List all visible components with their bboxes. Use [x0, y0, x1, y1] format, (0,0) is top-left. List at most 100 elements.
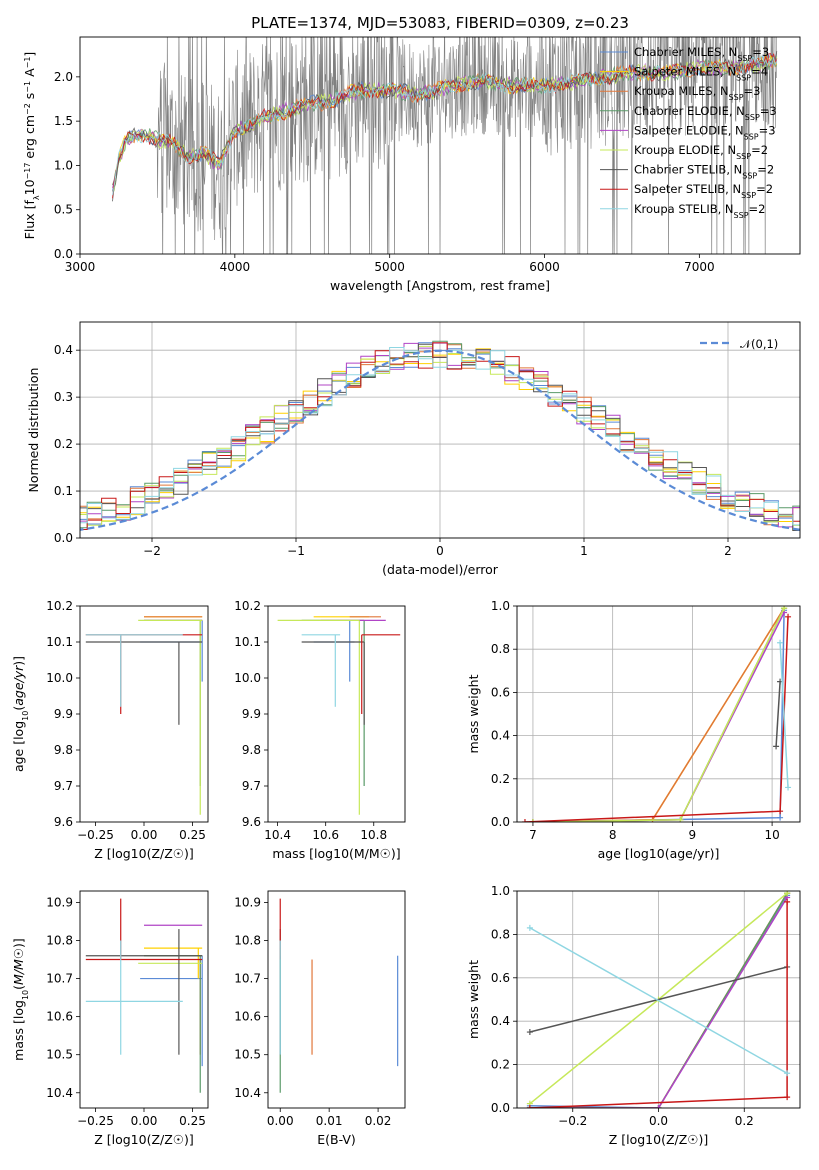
x-tick-label: 0.2 [735, 1114, 754, 1128]
y-tick-label: 9.6 [242, 815, 261, 829]
y-tick-label: 0.2 [491, 1058, 510, 1072]
massweight-vs-age-frame [516, 605, 801, 823]
y-tick-label: 10.4 [46, 1086, 73, 1100]
y-tick-label: 10.6 [234, 1010, 261, 1024]
y-tick-label: 9.7 [242, 779, 261, 793]
mass-weight-line [775, 681, 781, 747]
y-tick-label: 0.4 [491, 1014, 510, 1028]
y-tick-label: 0.4 [491, 729, 510, 743]
age-vs-mass-frame [267, 605, 406, 823]
y-tick-label: 1.5 [54, 114, 73, 128]
x-tick-label: −0.25 [77, 828, 114, 842]
y-tick-label: 0.0 [491, 815, 510, 829]
y-tick-label: 0.5 [54, 203, 73, 217]
massweight-vs-age-plot-area [517, 606, 800, 822]
y-tick-label: 0.3 [54, 390, 73, 404]
x-tick-label: −0.25 [77, 1114, 114, 1128]
mass-weight-point [785, 784, 792, 791]
y-tick-label: 9.9 [54, 707, 73, 721]
y-axis-label: mass [log10(M/M☉)] [11, 938, 30, 1061]
mass-vs-Z-plot-area [85, 898, 203, 1093]
x-tick-label: 0 [436, 544, 444, 558]
y-tick-label: 0.2 [54, 437, 73, 451]
mass-weight-line [532, 612, 785, 822]
x-tick-label: 0.25 [179, 1114, 206, 1128]
spectrum-plot-area [112, 37, 778, 254]
y-tick-label: 9.6 [54, 815, 73, 829]
legend-entry: Chabrier ELODIE, NSSP=3 [634, 104, 777, 122]
residual-histogram [80, 345, 800, 526]
x-tick-label: 10.6 [312, 828, 339, 842]
model-spectrum [112, 55, 778, 196]
mass-weight-point [784, 898, 791, 905]
mass-weight-line [532, 607, 785, 822]
mass-weight-line [779, 642, 789, 788]
age-vs-Z-frame [79, 605, 209, 823]
y-tick-label: 0.6 [491, 971, 510, 985]
mass-weight-line [524, 616, 789, 822]
x-tick-label: 3000 [65, 260, 96, 274]
residuals-frame [79, 321, 801, 539]
y-tick-label: 10.9 [46, 895, 73, 909]
mass-weight-line [529, 966, 788, 1033]
legend-entry: Salpeter ELODIE, NSSP=3 [634, 123, 776, 141]
mass-weight-point [784, 1094, 791, 1101]
y-tick-label: 0.2 [491, 772, 510, 786]
x-axis-label: Z [log10(Z/Z☉)] [94, 846, 194, 861]
legend-entry: Kroupa ELODIE, NSSP=2 [634, 143, 768, 161]
y-tick-label: 9.9 [242, 707, 261, 721]
x-axis-label: age [log10(age/yr)] [598, 846, 720, 861]
x-axis-label: (data-model)/error [382, 562, 499, 577]
legend-entry: Salpeter STELIB, NSSP=2 [634, 182, 773, 200]
x-tick-label: 2 [724, 544, 732, 558]
y-tick-label: 10.2 [46, 599, 73, 613]
mass-vs-Z-frame [79, 890, 209, 1109]
x-tick-label: 10.4 [264, 828, 291, 842]
y-tick-label: 1.0 [491, 599, 510, 613]
mass-weight-point [521, 819, 528, 822]
residual-histogram [80, 347, 800, 526]
mass-weight-line [529, 897, 788, 1108]
normal-curve [80, 349, 800, 531]
mass-weight-line [532, 607, 785, 822]
x-tick-label: 0.0 [649, 1114, 668, 1128]
legend-entry: Chabrier MILES, NSSP=3 [634, 45, 769, 63]
residual-histogram [80, 343, 800, 531]
residuals-plot-area [80, 322, 800, 538]
x-tick-label: −0.2 [558, 1114, 587, 1128]
y-tick-label: 10.2 [234, 599, 261, 613]
spectrum-frame [79, 36, 801, 255]
y-axis-label: Flux [fλ10−17 erg cm−2 s−1 A−1] [22, 52, 41, 240]
y-tick-label: 0.1 [54, 484, 73, 498]
y-tick-label: 0.0 [54, 531, 73, 545]
residual-histogram [80, 342, 800, 530]
y-tick-label: 10.7 [46, 972, 73, 986]
y-tick-label: 10.4 [234, 1086, 261, 1100]
y-axis-label: Normed distribution [26, 368, 41, 493]
mass-weight-point [777, 814, 784, 821]
age-vs-mass-plot-area [277, 616, 401, 815]
y-tick-label: 9.7 [54, 779, 73, 793]
y-tick-label: 10.5 [234, 1048, 261, 1062]
y-tick-label: 0.0 [54, 247, 73, 261]
massweight-vs-Z-frame [516, 890, 801, 1109]
x-axis-label: Z [log10(Z/Z☉)] [94, 1132, 194, 1147]
y-axis-label: mass weight [466, 674, 481, 753]
massweight-vs-Z-plot-area [517, 891, 800, 1108]
mass-weight-line [532, 610, 785, 822]
mass-weight-point [655, 1105, 662, 1108]
age-vs-Z-plot-area [85, 616, 203, 815]
mass-vs-EBV-frame [267, 890, 406, 1109]
x-tick-label: 9 [689, 828, 697, 842]
x-tick-label: −1 [287, 544, 305, 558]
x-tick-label: 0.00 [131, 1114, 158, 1128]
x-tick-label: 8 [609, 828, 617, 842]
x-tick-label: 0.01 [316, 1114, 343, 1128]
x-tick-label: 6000 [529, 260, 560, 274]
mass-weight-point [529, 819, 536, 822]
y-tick-label: 10.1 [46, 635, 73, 649]
y-tick-label: 10.8 [46, 933, 73, 947]
x-axis-label: wavelength [Angstrom, rest frame] [330, 278, 550, 293]
mass-weight-point [785, 613, 792, 620]
